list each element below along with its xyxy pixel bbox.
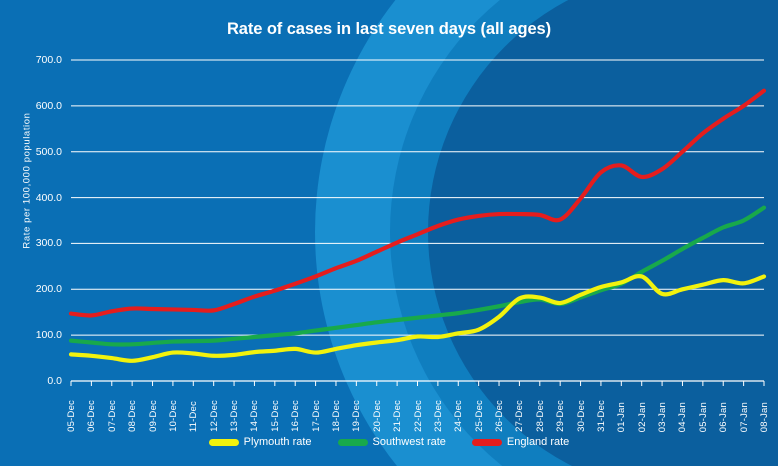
x-axis-tick-label: 23-Dec: [432, 400, 444, 432]
x-axis-tick-label: 20-Dec: [371, 400, 383, 432]
x-axis-tick-label: 16-Dec: [290, 400, 302, 432]
x-axis-tick-label: 30-Dec: [575, 400, 587, 432]
legend-item[interactable]: Southwest rate: [337, 436, 446, 448]
x-axis-tick-label: 06-Dec: [86, 400, 98, 432]
legend-label: Plymouth rate: [243, 436, 312, 448]
legend-item[interactable]: Plymouth rate: [208, 436, 312, 448]
y-axis-tick-label: 700.0: [35, 54, 62, 66]
y-axis-tick-label: 200.0: [35, 283, 62, 296]
background-arc-dark: [428, 0, 778, 466]
x-axis-tick-label: 19-Dec: [351, 400, 363, 432]
x-axis-tick-label: 28-Dec: [534, 400, 546, 432]
x-axis-tick-label: 24-Dec: [453, 400, 465, 432]
x-axis-tick-label: 22-Dec: [412, 400, 424, 432]
x-axis-tick-label: 12-Dec: [208, 400, 220, 432]
y-axis-tick-label: 400.0: [35, 191, 62, 204]
y-axis-tick-label: 500.0: [35, 145, 62, 158]
chart-title: Rate of cases in last seven days (all ag…: [226, 20, 552, 38]
gridlines: [71, 59, 764, 382]
y-axis-tick-label: 0.0: [47, 375, 62, 387]
x-axis-tick-label: 17-Dec: [310, 400, 322, 432]
x-axis-ticks: 05-Dec 06-Dec 07-Dec 08-Dec 09-Dec 10-Dec 11-D…: [0, 388, 778, 432]
x-axis-tick-label: 09-Dec: [147, 400, 159, 432]
legend-swatch-icon: [471, 438, 502, 446]
y-axis-tick-label: 300.0: [35, 237, 62, 250]
legend-label: Southwest rate: [372, 436, 446, 448]
x-axis-tick-label: 13-Dec: [229, 400, 241, 432]
x-axis-tick-label: 05-Jan: [697, 401, 709, 432]
x-axis-tick-label: 31-Dec: [595, 400, 607, 432]
axis-tick-marks: [70, 381, 765, 386]
legend-label: England rate: [506, 436, 570, 448]
series-line-england-rate: [68, 88, 767, 318]
series-line-plymouth-rate: [68, 273, 767, 363]
legend-swatch-icon: [208, 438, 239, 446]
x-axis-tick-label: 04-Jan: [677, 401, 689, 432]
x-axis-tick-label: 07-Jan: [738, 401, 750, 432]
y-axis-tick-label: 100.0: [35, 329, 62, 342]
y-axis-ticks: 0.0 100.0 200.0 300.0 400.0 500.0 600.0 700.0: [8, 0, 62, 466]
x-axis-tick-label: 29-Dec: [555, 400, 567, 432]
x-axis-tick-label: 27-Dec: [514, 400, 526, 432]
x-axis-tick-label: 18-Dec: [330, 400, 342, 432]
x-axis-tick-label: 01-Jan: [616, 401, 628, 432]
x-axis-tick-label: 08-Dec: [127, 400, 139, 432]
x-axis-tick-label: 10-Dec: [167, 400, 179, 432]
chart-legend: Plymouth rate Southwest rate England rate: [0, 436, 778, 448]
x-axis-tick-label: 07-Dec: [106, 400, 118, 432]
x-axis-tick-label: 03-Jan: [657, 401, 669, 432]
x-axis-tick-label: 15-Dec: [269, 400, 281, 432]
x-axis-tick-label: 06-Jan: [718, 401, 730, 432]
x-axis-tick-label: 26-Dec: [494, 400, 506, 432]
x-axis-tick-label: 02-Jan: [636, 401, 648, 432]
x-axis-tick-label: 05-Dec: [66, 400, 77, 432]
legend-item[interactable]: England rate: [471, 436, 570, 448]
y-axis-tick-label: 600.0: [35, 99, 62, 112]
x-axis-tick-label: 11-Dec: [188, 400, 200, 432]
x-axis-tick-label: 21-Dec: [392, 400, 404, 432]
legend-swatch-icon: [337, 438, 368, 446]
x-axis-tick-label: 14-Dec: [249, 400, 261, 432]
x-axis-tick-label: 25-Dec: [473, 400, 485, 432]
series-line-southwest-rate: [68, 205, 767, 347]
x-axis-tick-label: 08-Jan: [759, 401, 770, 432]
series-lines: [68, 88, 767, 363]
